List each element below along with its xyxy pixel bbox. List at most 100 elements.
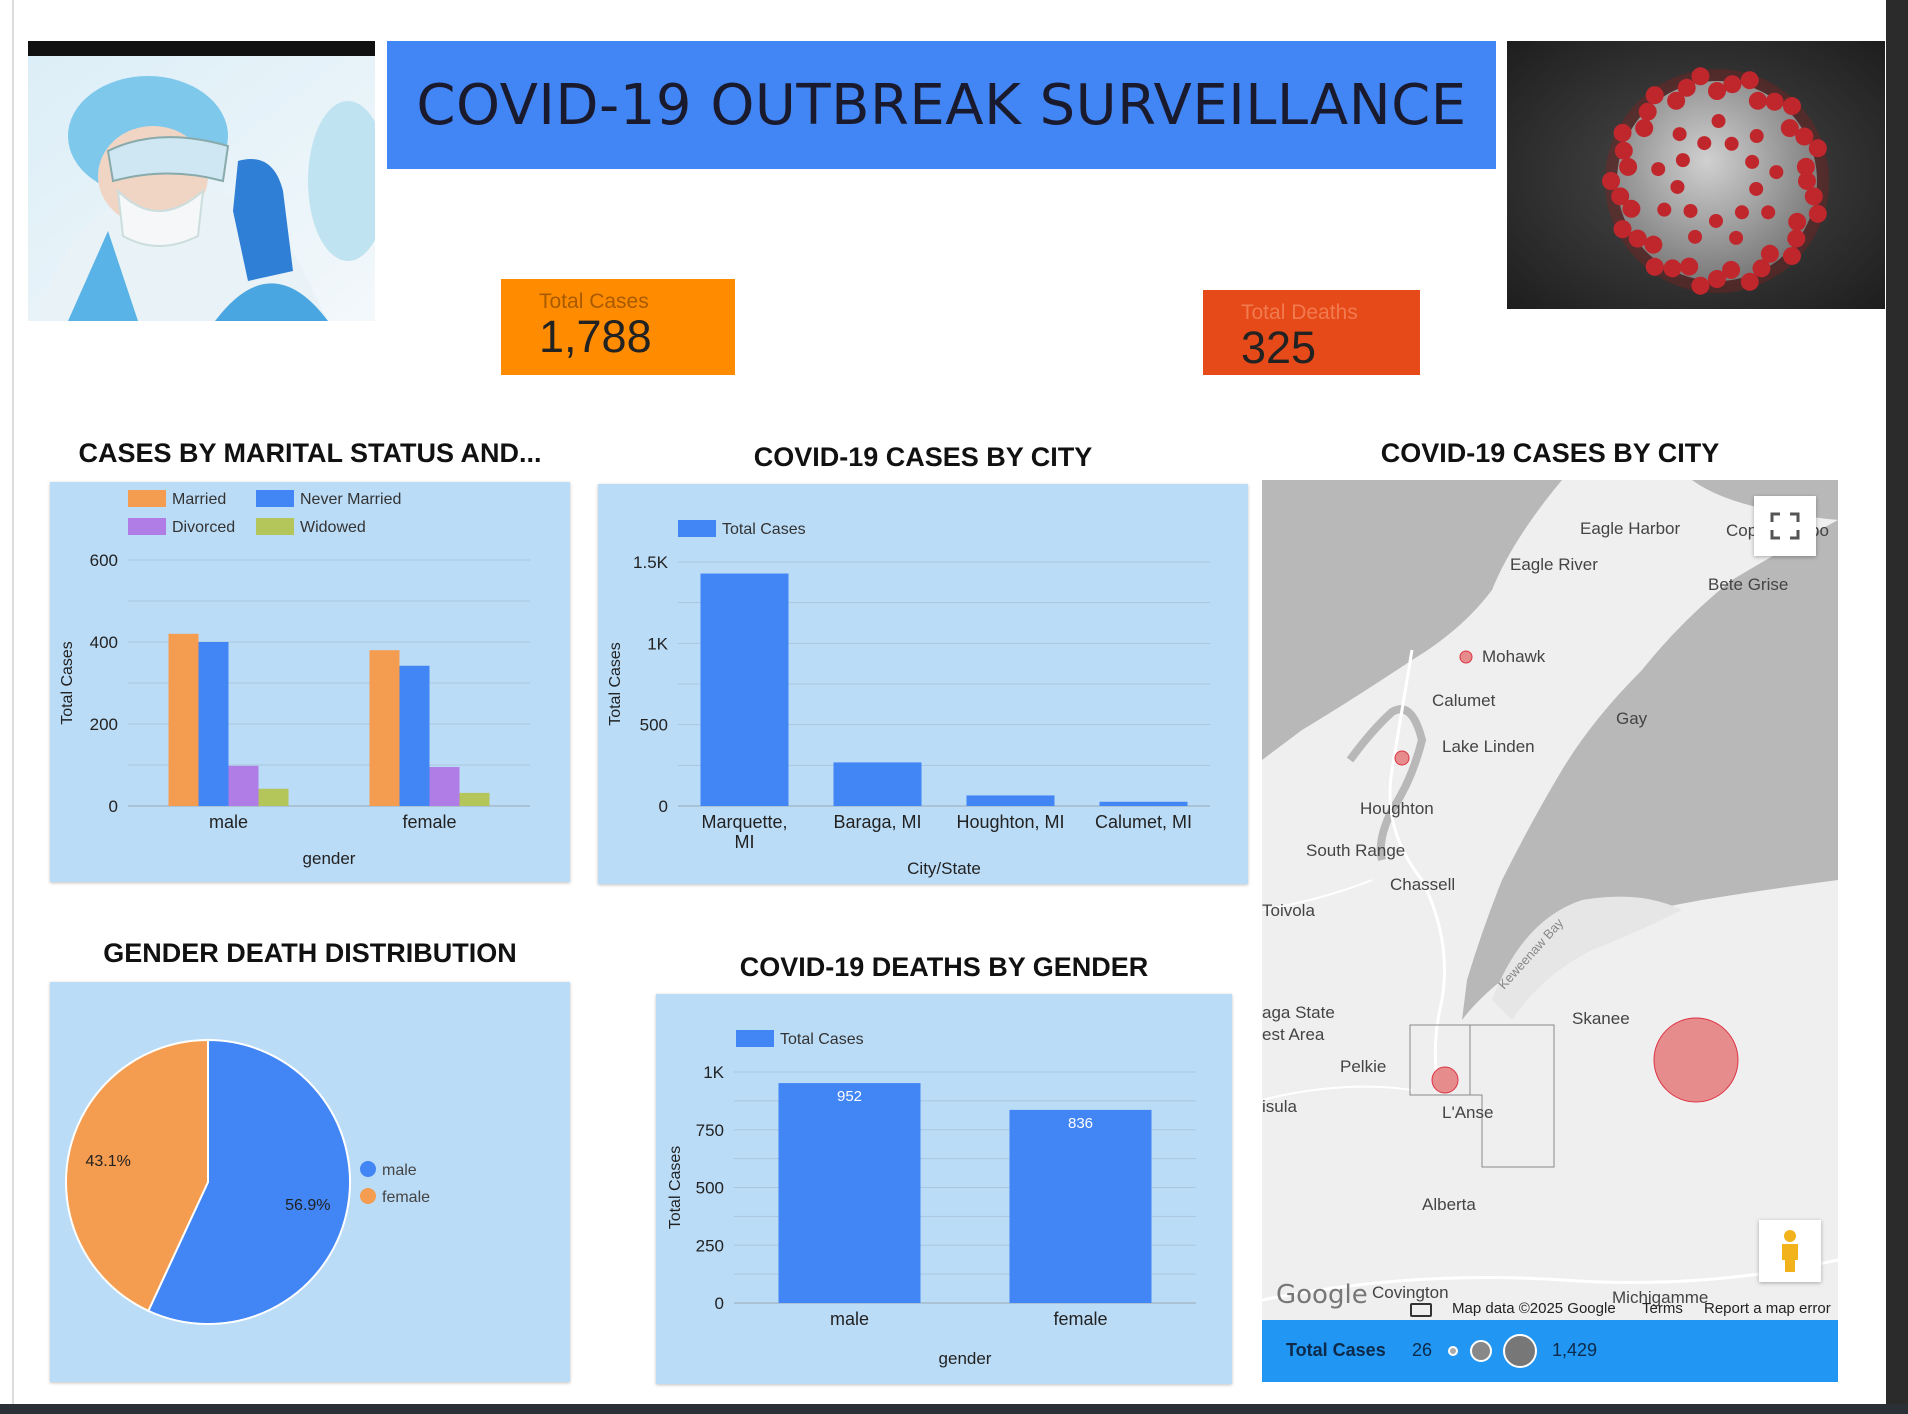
legend-swatch [360,1188,376,1204]
google-logo: Google [1276,1280,1368,1310]
virus-spike [1638,102,1657,121]
total-cases-label: Total Cases [539,290,649,313]
bar[interactable] [198,642,229,806]
y-axis-label: Total Cases [607,642,624,726]
window-edge [1886,0,1908,1414]
terms-link[interactable]: Terms [1642,1300,1683,1317]
bar[interactable] [966,795,1055,806]
virus-spike [1691,276,1710,295]
virus-spike [1613,220,1632,239]
map-place-label: Eagle River [1510,555,1598,574]
virus-spike [1708,270,1726,288]
fullscreen-icon [1770,512,1800,540]
bar[interactable] [1099,801,1188,806]
bar[interactable] [778,1083,921,1303]
bar[interactable] [700,573,789,806]
y-tick-label: 0 [715,1294,724,1313]
virus-spike [1724,136,1739,151]
total-deaths-value: 325 [1241,322,1317,373]
y-tick-label: 0 [659,797,668,816]
map-place-label: Cop [1726,521,1757,540]
virus-spike [1765,92,1784,111]
virus-spike [1670,179,1685,194]
virus-spike [1798,172,1816,190]
map-place-label: Pelkie [1340,1057,1386,1076]
map-place-label: Skanee [1572,1009,1630,1028]
x-tick-label: MI [735,832,755,852]
pie-label: 56.9% [285,1197,330,1214]
virus-spike [1795,127,1814,146]
virus-spike [1788,212,1807,231]
baraga-bubble[interactable] [1431,1066,1459,1094]
virus-spike [1711,114,1726,129]
virus-spike [1619,157,1638,176]
street-view-button[interactable] [1759,1220,1821,1282]
virus-spike [1602,172,1620,190]
city-chart: 0 500 1K 1.5K Total Cases City/State Marquette… [607,520,1210,878]
virus-spike [1808,204,1827,223]
map-place-label: South Range [1306,841,1405,860]
y-tick-label: 600 [90,551,118,570]
bar[interactable] [833,762,922,806]
bar[interactable] [168,633,199,806]
virus-spike [1748,91,1767,110]
map-place-label: Chassell [1390,875,1455,894]
report-map-error-link[interactable]: Report a map error [1704,1300,1831,1317]
virus-spike [1760,244,1779,263]
keyboard-icon[interactable] [1410,1303,1432,1317]
map-canvas[interactable]: Eagle Harbor Eagle River Bete Grise Mohawk C… [1262,480,1838,1320]
virus-spike [1688,229,1703,244]
houghton-bubble[interactable] [1394,750,1410,766]
virus-spike [1663,259,1682,278]
map-place-label: Houghton [1360,799,1434,818]
legend-label: Total Cases [722,521,806,538]
total-deaths-scorecard: Total Deaths 325 [1203,290,1420,375]
virus-spike [1680,257,1699,276]
virus-spike [1683,203,1698,218]
virus-spike [1611,187,1630,206]
x-tick-label: male [830,1309,869,1329]
calumet-bubble[interactable] [1459,650,1473,664]
total-deaths-label: Total Deaths [1241,301,1358,324]
legend-swatch [678,520,716,537]
page-title-banner: COVID-19 OUTBREAK SURVEILLANCE [387,41,1496,169]
virus-spike [1787,229,1806,248]
legend-swatch [360,1161,376,1177]
deaths-gender-chart: 0 250 500 750 1K Total Cases gender 952 male 836 f… [667,1030,1196,1368]
deaths-gender-title: COVID-19 DEATHS BY GENDER [739,952,1149,982]
bar[interactable] [459,792,490,806]
virus-spike [1796,157,1815,176]
virus-spike [1628,229,1647,248]
bar[interactable] [429,767,460,806]
virus-spike [1651,162,1666,177]
fullscreen-button[interactable] [1754,496,1816,556]
x-tick-label: Baraga, MI [833,812,921,832]
pie-slice-male[interactable] [147,1038,351,1325]
bar[interactable] [399,665,430,806]
marquette-bubble[interactable] [1653,1017,1739,1103]
deaths-gender-panel: 0 250 500 750 1K Total Cases gender 952 male 836 f… [656,994,1232,1384]
virus-spike [1613,123,1632,142]
bar[interactable] [1009,1109,1152,1303]
pie-slice-female[interactable] [65,1038,209,1313]
x-tick-label: Marquette, [701,812,787,832]
legend-swatch [256,518,294,535]
y-tick-label: 1.5K [633,553,669,572]
virus-spike [1622,199,1641,218]
legend-label: Divorced [172,519,235,536]
virus-spike [1734,205,1749,220]
virus-spike [1677,78,1696,97]
bar[interactable] [258,788,289,806]
virus-spike [1745,154,1760,169]
bar[interactable] [228,765,259,806]
cases-map[interactable]: Eagle Harbor Eagle River Bete Grise Mohawk C… [1262,480,1838,1320]
virus-spike [1723,75,1742,94]
virus-spike [1782,246,1801,265]
map-place-label: Toivola [1262,901,1315,920]
y-tick-label: 200 [90,715,118,734]
y-tick-label: 1K [647,634,668,653]
healthcare-worker-image [28,41,375,321]
virus-spike [1808,139,1827,158]
map-place-label: Mohawk [1482,647,1546,666]
bar[interactable] [369,650,400,806]
